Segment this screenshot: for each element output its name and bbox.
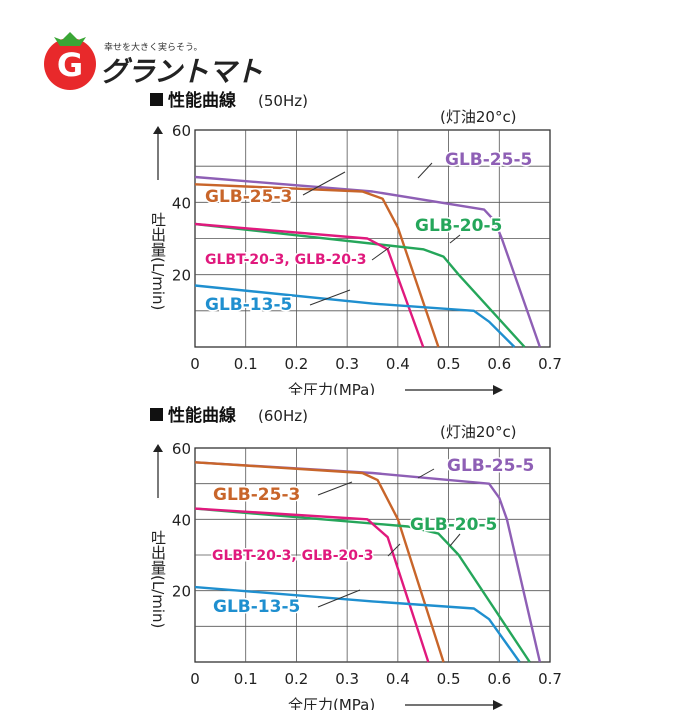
x-tick-label: 0.3 bbox=[335, 670, 359, 688]
title-square-icon bbox=[150, 408, 163, 421]
series-leader-line bbox=[317, 481, 353, 496]
x-axis-arrow-head-icon bbox=[493, 385, 503, 395]
series-leader-line bbox=[309, 289, 351, 306]
x-tick-label: 0.4 bbox=[386, 670, 410, 688]
chart-title: 性能曲線 bbox=[168, 90, 236, 111]
series-line bbox=[194, 175, 542, 348]
title-square-icon bbox=[150, 93, 163, 106]
series-leader-line bbox=[417, 468, 435, 479]
y-tick-label: 40 bbox=[172, 194, 191, 212]
x-tick-label: 0.7 bbox=[538, 355, 562, 373]
series-line bbox=[194, 222, 425, 348]
x-tick-label: 0.5 bbox=[437, 355, 461, 373]
series-label: GLBT-20-3, GLB-20-3 bbox=[205, 252, 367, 268]
x-tick-label: 0.4 bbox=[386, 355, 410, 373]
chart-subtitle: (60Hz) bbox=[258, 407, 308, 425]
series-leader-line bbox=[449, 234, 461, 244]
series-label: GLB-13-5 bbox=[213, 597, 300, 617]
series-leader-line bbox=[449, 533, 461, 547]
x-tick-label: 0.7 bbox=[538, 670, 562, 688]
series-leader-line bbox=[417, 162, 433, 179]
series-line bbox=[194, 222, 526, 348]
x-tick-label: 0.2 bbox=[284, 355, 308, 373]
series-label: GLBT-20-3, GLB-20-3 bbox=[212, 548, 374, 564]
series-label: GLB-25-3 bbox=[213, 485, 300, 505]
series-leader-line bbox=[371, 246, 391, 261]
chart-note: (灯油20°c) bbox=[440, 108, 517, 126]
x-axis-label: 全圧力(MPa) bbox=[288, 381, 375, 395]
y-tick-label: 20 bbox=[172, 267, 191, 285]
y-axis-arrow-head-icon bbox=[153, 126, 163, 134]
series-line bbox=[194, 461, 445, 663]
series-label: GLB-20-5 bbox=[415, 216, 502, 236]
series-line bbox=[194, 183, 440, 348]
tomato-logo-icon: G bbox=[44, 32, 96, 90]
logo-name: グラントマト bbox=[100, 55, 263, 88]
logo-tagline: 幸せを大きく実らそう。 bbox=[104, 43, 203, 53]
brand-logo: G bbox=[40, 28, 260, 92]
y-tick-label: 20 bbox=[172, 583, 191, 601]
x-tick-label: 0.1 bbox=[234, 355, 258, 373]
series-line bbox=[194, 585, 521, 663]
y-axis-label: 吐出量(L/min) bbox=[149, 530, 167, 628]
performance-chart-50hz: 性能曲線 (50Hz) (灯油20°c) 0 0.1 0.2 0.3 0.4 0.5 0.6 0.7… bbox=[0, 85, 700, 399]
performance-chart-60hz: 性能曲線 (60Hz) (灯油20°c) 0 0.1 0.2 0.3 0.4 0.5 0.6 0.7… bbox=[0, 400, 700, 714]
series-label: GLB-25-3 bbox=[205, 187, 292, 207]
x-tick-label: 0 bbox=[190, 670, 200, 688]
x-tick-label: 0.6 bbox=[487, 670, 511, 688]
series-leader-line bbox=[317, 589, 361, 608]
series-line bbox=[194, 507, 430, 663]
y-axis-arrow-head-icon bbox=[153, 444, 163, 452]
y-axis-label: 吐出量(L/min) bbox=[149, 212, 167, 310]
x-axis-arrow-head-icon bbox=[493, 700, 503, 710]
chart-subtitle: (50Hz) bbox=[258, 92, 308, 110]
y-tick-label: 40 bbox=[172, 511, 191, 529]
chart-svg-50hz: 性能曲線 (50Hz) (灯油20°c) 0 0.1 0.2 0.3 0.4 0.5 0.6 0.7… bbox=[149, 90, 562, 399]
series-label: GLB-25-5 bbox=[447, 456, 534, 476]
x-tick-label: 0 bbox=[190, 355, 200, 373]
chart-title: 性能曲線 bbox=[168, 405, 236, 426]
series-leader-line bbox=[302, 171, 346, 196]
x-tick-label: 0.1 bbox=[234, 670, 258, 688]
svg-text:G: G bbox=[57, 46, 83, 84]
series-label: GLB-20-5 bbox=[410, 515, 497, 535]
series-label: GLB-25-5 bbox=[445, 150, 532, 170]
x-tick-label: 0.5 bbox=[437, 670, 461, 688]
y-tick-label: 60 bbox=[172, 440, 191, 458]
chart-note: (灯油20°c) bbox=[440, 423, 517, 441]
series-line bbox=[194, 284, 516, 348]
series-leader-line bbox=[387, 543, 401, 557]
series-label: GLB-13-5 bbox=[205, 295, 292, 315]
x-tick-label: 0.3 bbox=[335, 355, 359, 373]
y-tick-label: 60 bbox=[172, 122, 191, 140]
chart-svg-60hz: 性能曲線 (60Hz) (灯油20°c) 0 0.1 0.2 0.3 0.4 0.5 0.6 0.7… bbox=[149, 405, 562, 714]
series-line bbox=[194, 507, 531, 663]
x-tick-label: 0.6 bbox=[487, 355, 511, 373]
x-tick-label: 0.2 bbox=[284, 670, 308, 688]
x-axis-label: 全圧力(MPa) bbox=[288, 696, 375, 710]
